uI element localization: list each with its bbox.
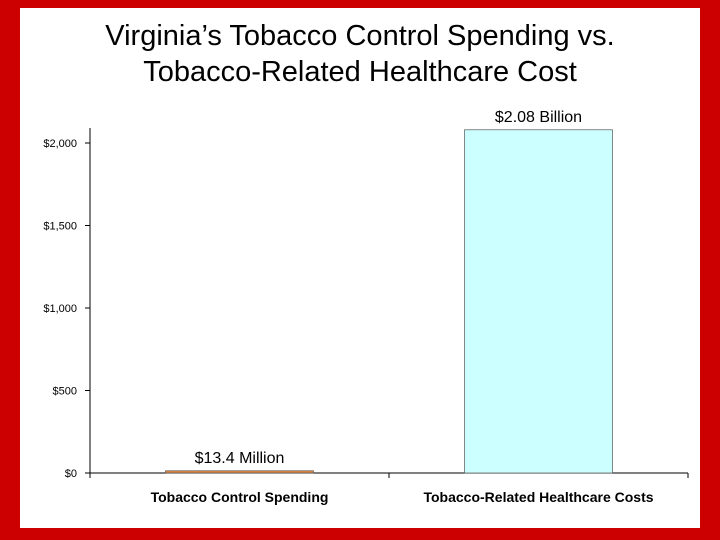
bar: [165, 470, 314, 474]
chart-title-line-2: Tobacco-Related Healthcare Cost: [143, 56, 577, 88]
y-tick-label: $500: [53, 386, 77, 398]
bar-data-label: $13.4 Million: [195, 450, 285, 467]
x-category-label: Tobacco-Related Healthcare Costs: [423, 489, 653, 505]
y-tick-label: $2,000: [43, 138, 77, 150]
bar: [464, 129, 613, 474]
chart-title: Virginia’s Tobacco Control Spending vs. …: [0, 18, 720, 90]
bar-data-label: $2.08 Billion: [495, 109, 582, 126]
x-category-label: Tobacco Control Spending: [151, 489, 329, 505]
y-tick-label: $1,500: [43, 221, 77, 233]
y-tick-label: $0: [65, 468, 77, 480]
chart-title-line-1: Virginia’s Tobacco Control Spending vs.: [105, 20, 615, 52]
y-tick-label: $1,000: [43, 303, 77, 315]
